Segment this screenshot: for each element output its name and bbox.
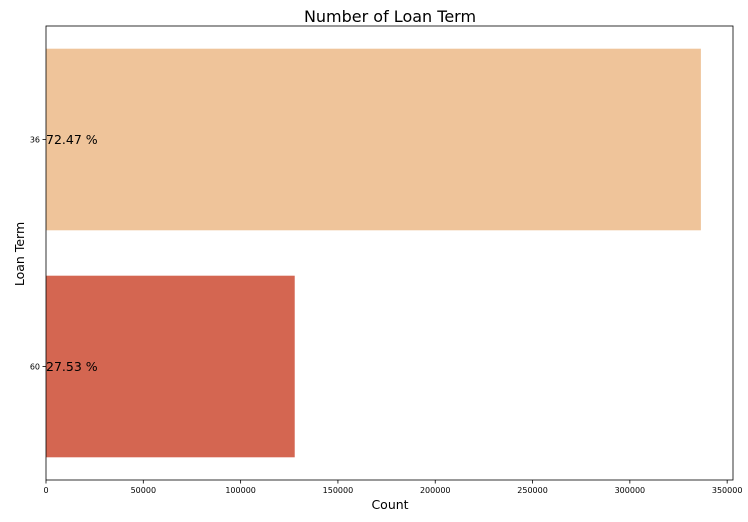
chart-title: Number of Loan Term <box>304 7 476 26</box>
x-axis-label: Count <box>371 497 408 512</box>
data-label-60: 27.53 % <box>46 359 98 374</box>
y-axis-label: Loan Term <box>12 222 27 286</box>
x-ticks-group: 0 50000 100000 150000 200000 250000 300000 3500… <box>43 480 742 495</box>
x-tick-label-0: 0 <box>43 486 48 495</box>
x-tick-label-350000: 350000 <box>712 486 743 495</box>
x-tick-label-300000: 300000 <box>615 486 646 495</box>
plot-frame <box>45 25 734 481</box>
y-tick-label-36: 36 <box>30 136 40 145</box>
data-labels-group: 72.47 % 27.53 % <box>46 132 98 374</box>
x-tick-label-200000: 200000 <box>420 486 451 495</box>
x-tick-label-50000: 50000 <box>131 486 156 495</box>
bar-60 <box>46 275 295 458</box>
bars-group <box>46 48 701 458</box>
y-tick-label-60: 60 <box>30 363 40 372</box>
x-tick-label-250000: 250000 <box>517 486 548 495</box>
data-label-36: 72.47 % <box>46 132 98 147</box>
x-tick-label-150000: 150000 <box>323 486 354 495</box>
y-tick-labels-group: 36 60 <box>30 136 46 372</box>
x-tick-label-100000: 100000 <box>225 486 256 495</box>
bar-36 <box>46 48 701 231</box>
